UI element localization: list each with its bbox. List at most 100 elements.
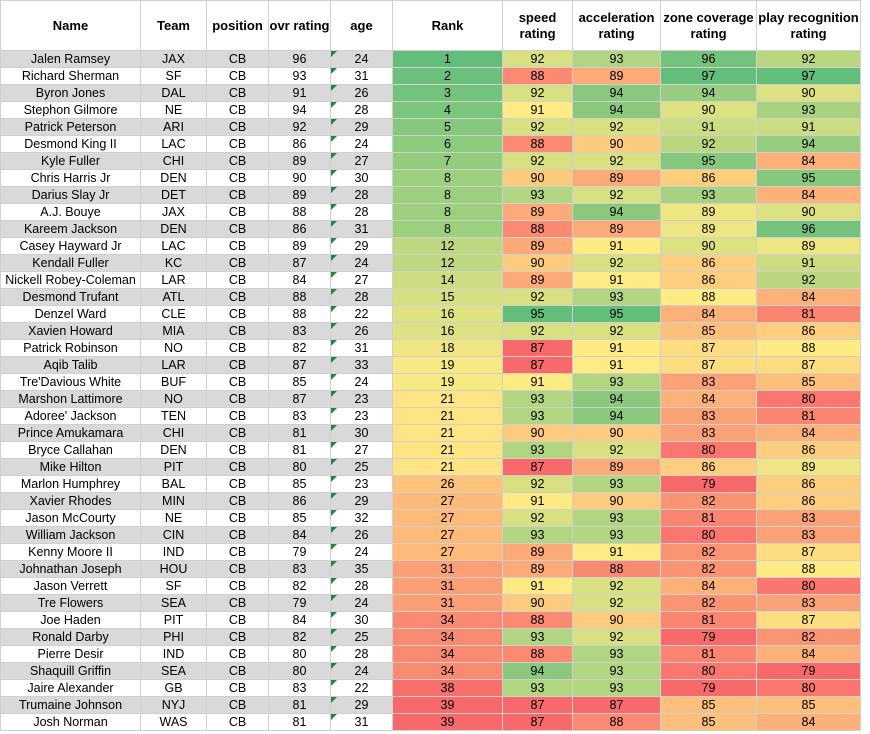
cell-rank[interactable]: 39 (392, 696, 503, 714)
cell-position[interactable]: CB (206, 594, 269, 612)
cell-speed-rating[interactable]: 88 (502, 135, 573, 153)
cell-rank[interactable]: 21 (392, 441, 503, 459)
cell-age[interactable]: 31 (330, 713, 393, 731)
cell-acceleration-rating[interactable]: 91 (572, 237, 661, 255)
cell-play-recognition-rating[interactable]: 90 (756, 84, 861, 102)
cell-team[interactable]: TEN (140, 407, 207, 425)
cell-rank[interactable]: 31 (392, 594, 503, 612)
cell-team[interactable]: NE (140, 101, 207, 119)
cell-age[interactable]: 28 (330, 577, 393, 595)
cell-name[interactable]: Stephon Gilmore (0, 101, 141, 119)
cell-acceleration-rating[interactable]: 93 (572, 475, 661, 493)
cell-acceleration-rating[interactable]: 92 (572, 594, 661, 612)
cell-rank[interactable]: 21 (392, 407, 503, 425)
cell-speed-rating[interactable]: 87 (502, 356, 573, 374)
cell-age[interactable]: 22 (330, 305, 393, 323)
cell-rank[interactable]: 27 (392, 543, 503, 561)
cell-name[interactable]: Nickell Robey-Coleman (0, 271, 141, 289)
cell-name[interactable]: Tre Flowers (0, 594, 141, 612)
cell-zone-coverage-rating[interactable]: 80 (660, 441, 757, 459)
cell-zone-coverage-rating[interactable]: 83 (660, 424, 757, 442)
cell-age[interactable]: 28 (330, 203, 393, 221)
cell-name[interactable]: Jaire Alexander (0, 679, 141, 697)
cell-speed-rating[interactable]: 88 (502, 611, 573, 629)
cell-name[interactable]: Byron Jones (0, 84, 141, 102)
cell-play-recognition-rating[interactable]: 90 (756, 203, 861, 221)
cell-team[interactable]: MIA (140, 322, 207, 340)
cell-zone-coverage-rating[interactable]: 83 (660, 407, 757, 425)
cell-rank[interactable]: 34 (392, 628, 503, 646)
cell-ovr-rating[interactable]: 83 (268, 322, 331, 340)
cell-ovr-rating[interactable]: 79 (268, 594, 331, 612)
cell-rank[interactable]: 26 (392, 475, 503, 493)
cell-team[interactable]: LAC (140, 237, 207, 255)
cell-position[interactable]: CB (206, 390, 269, 408)
cell-rank[interactable]: 8 (392, 220, 503, 238)
cell-zone-coverage-rating[interactable]: 84 (660, 390, 757, 408)
cell-name[interactable]: Marlon Humphrey (0, 475, 141, 493)
cell-rank[interactable]: 16 (392, 305, 503, 323)
cell-position[interactable]: CB (206, 441, 269, 459)
cell-speed-rating[interactable]: 92 (502, 152, 573, 170)
cell-position[interactable]: CB (206, 458, 269, 476)
cell-acceleration-rating[interactable]: 93 (572, 50, 661, 68)
cell-play-recognition-rating[interactable]: 84 (756, 645, 861, 663)
cell-position[interactable]: CB (206, 373, 269, 391)
cell-name[interactable]: Pierre Desir (0, 645, 141, 663)
cell-rank[interactable]: 39 (392, 713, 503, 731)
cell-speed-rating[interactable]: 92 (502, 475, 573, 493)
cell-acceleration-rating[interactable]: 93 (572, 373, 661, 391)
cell-rank[interactable]: 34 (392, 645, 503, 663)
cell-zone-coverage-rating[interactable]: 81 (660, 611, 757, 629)
cell-zone-coverage-rating[interactable]: 79 (660, 628, 757, 646)
cell-team[interactable]: NO (140, 390, 207, 408)
cell-team[interactable]: HOU (140, 560, 207, 578)
cell-position[interactable]: CB (206, 560, 269, 578)
cell-acceleration-rating[interactable]: 92 (572, 186, 661, 204)
cell-acceleration-rating[interactable]: 94 (572, 101, 661, 119)
cell-speed-rating[interactable]: 92 (502, 288, 573, 306)
cell-team[interactable]: SEA (140, 594, 207, 612)
cell-speed-rating[interactable]: 91 (502, 492, 573, 510)
cell-rank[interactable]: 19 (392, 356, 503, 374)
cell-speed-rating[interactable]: 93 (502, 441, 573, 459)
cell-position[interactable]: CB (206, 407, 269, 425)
cell-age[interactable]: 24 (330, 254, 393, 272)
cell-play-recognition-rating[interactable]: 80 (756, 679, 861, 697)
cell-play-recognition-rating[interactable]: 93 (756, 101, 861, 119)
cell-ovr-rating[interactable]: 86 (268, 220, 331, 238)
cell-speed-rating[interactable]: 90 (502, 169, 573, 187)
cell-speed-rating[interactable]: 93 (502, 679, 573, 697)
cell-play-recognition-rating[interactable]: 91 (756, 254, 861, 272)
cell-name[interactable]: Jason McCourty (0, 509, 141, 527)
cell-team[interactable]: PIT (140, 611, 207, 629)
cell-speed-rating[interactable]: 87 (502, 713, 573, 731)
cell-acceleration-rating[interactable]: 94 (572, 390, 661, 408)
cell-name[interactable]: Richard Sherman (0, 67, 141, 85)
cell-speed-rating[interactable]: 88 (502, 645, 573, 663)
cell-team[interactable]: NE (140, 509, 207, 527)
cell-zone-coverage-rating[interactable]: 81 (660, 645, 757, 663)
cell-play-recognition-rating[interactable]: 84 (756, 424, 861, 442)
cell-speed-rating[interactable]: 91 (502, 373, 573, 391)
cell-position[interactable]: CB (206, 356, 269, 374)
cell-name[interactable]: Denzel Ward (0, 305, 141, 323)
cell-speed-rating[interactable]: 89 (502, 543, 573, 561)
header-age[interactable]: age (330, 0, 393, 51)
cell-zone-coverage-rating[interactable]: 85 (660, 696, 757, 714)
cell-ovr-rating[interactable]: 80 (268, 662, 331, 680)
cell-age[interactable]: 27 (330, 271, 393, 289)
cell-ovr-rating[interactable]: 81 (268, 696, 331, 714)
cell-name[interactable]: Desmond King II (0, 135, 141, 153)
cell-play-recognition-rating[interactable]: 94 (756, 135, 861, 153)
cell-acceleration-rating[interactable]: 90 (572, 492, 661, 510)
cell-position[interactable]: CB (206, 475, 269, 493)
cell-play-recognition-rating[interactable]: 83 (756, 509, 861, 527)
cell-team[interactable]: IND (140, 645, 207, 663)
cell-name[interactable]: Johnathan Joseph (0, 560, 141, 578)
cell-speed-rating[interactable]: 93 (502, 390, 573, 408)
cell-rank[interactable]: 34 (392, 611, 503, 629)
header-zone-coverage-rating[interactable]: zone coverage rating (660, 0, 757, 51)
header-rank[interactable]: Rank (392, 0, 503, 51)
cell-acceleration-rating[interactable]: 91 (572, 543, 661, 561)
